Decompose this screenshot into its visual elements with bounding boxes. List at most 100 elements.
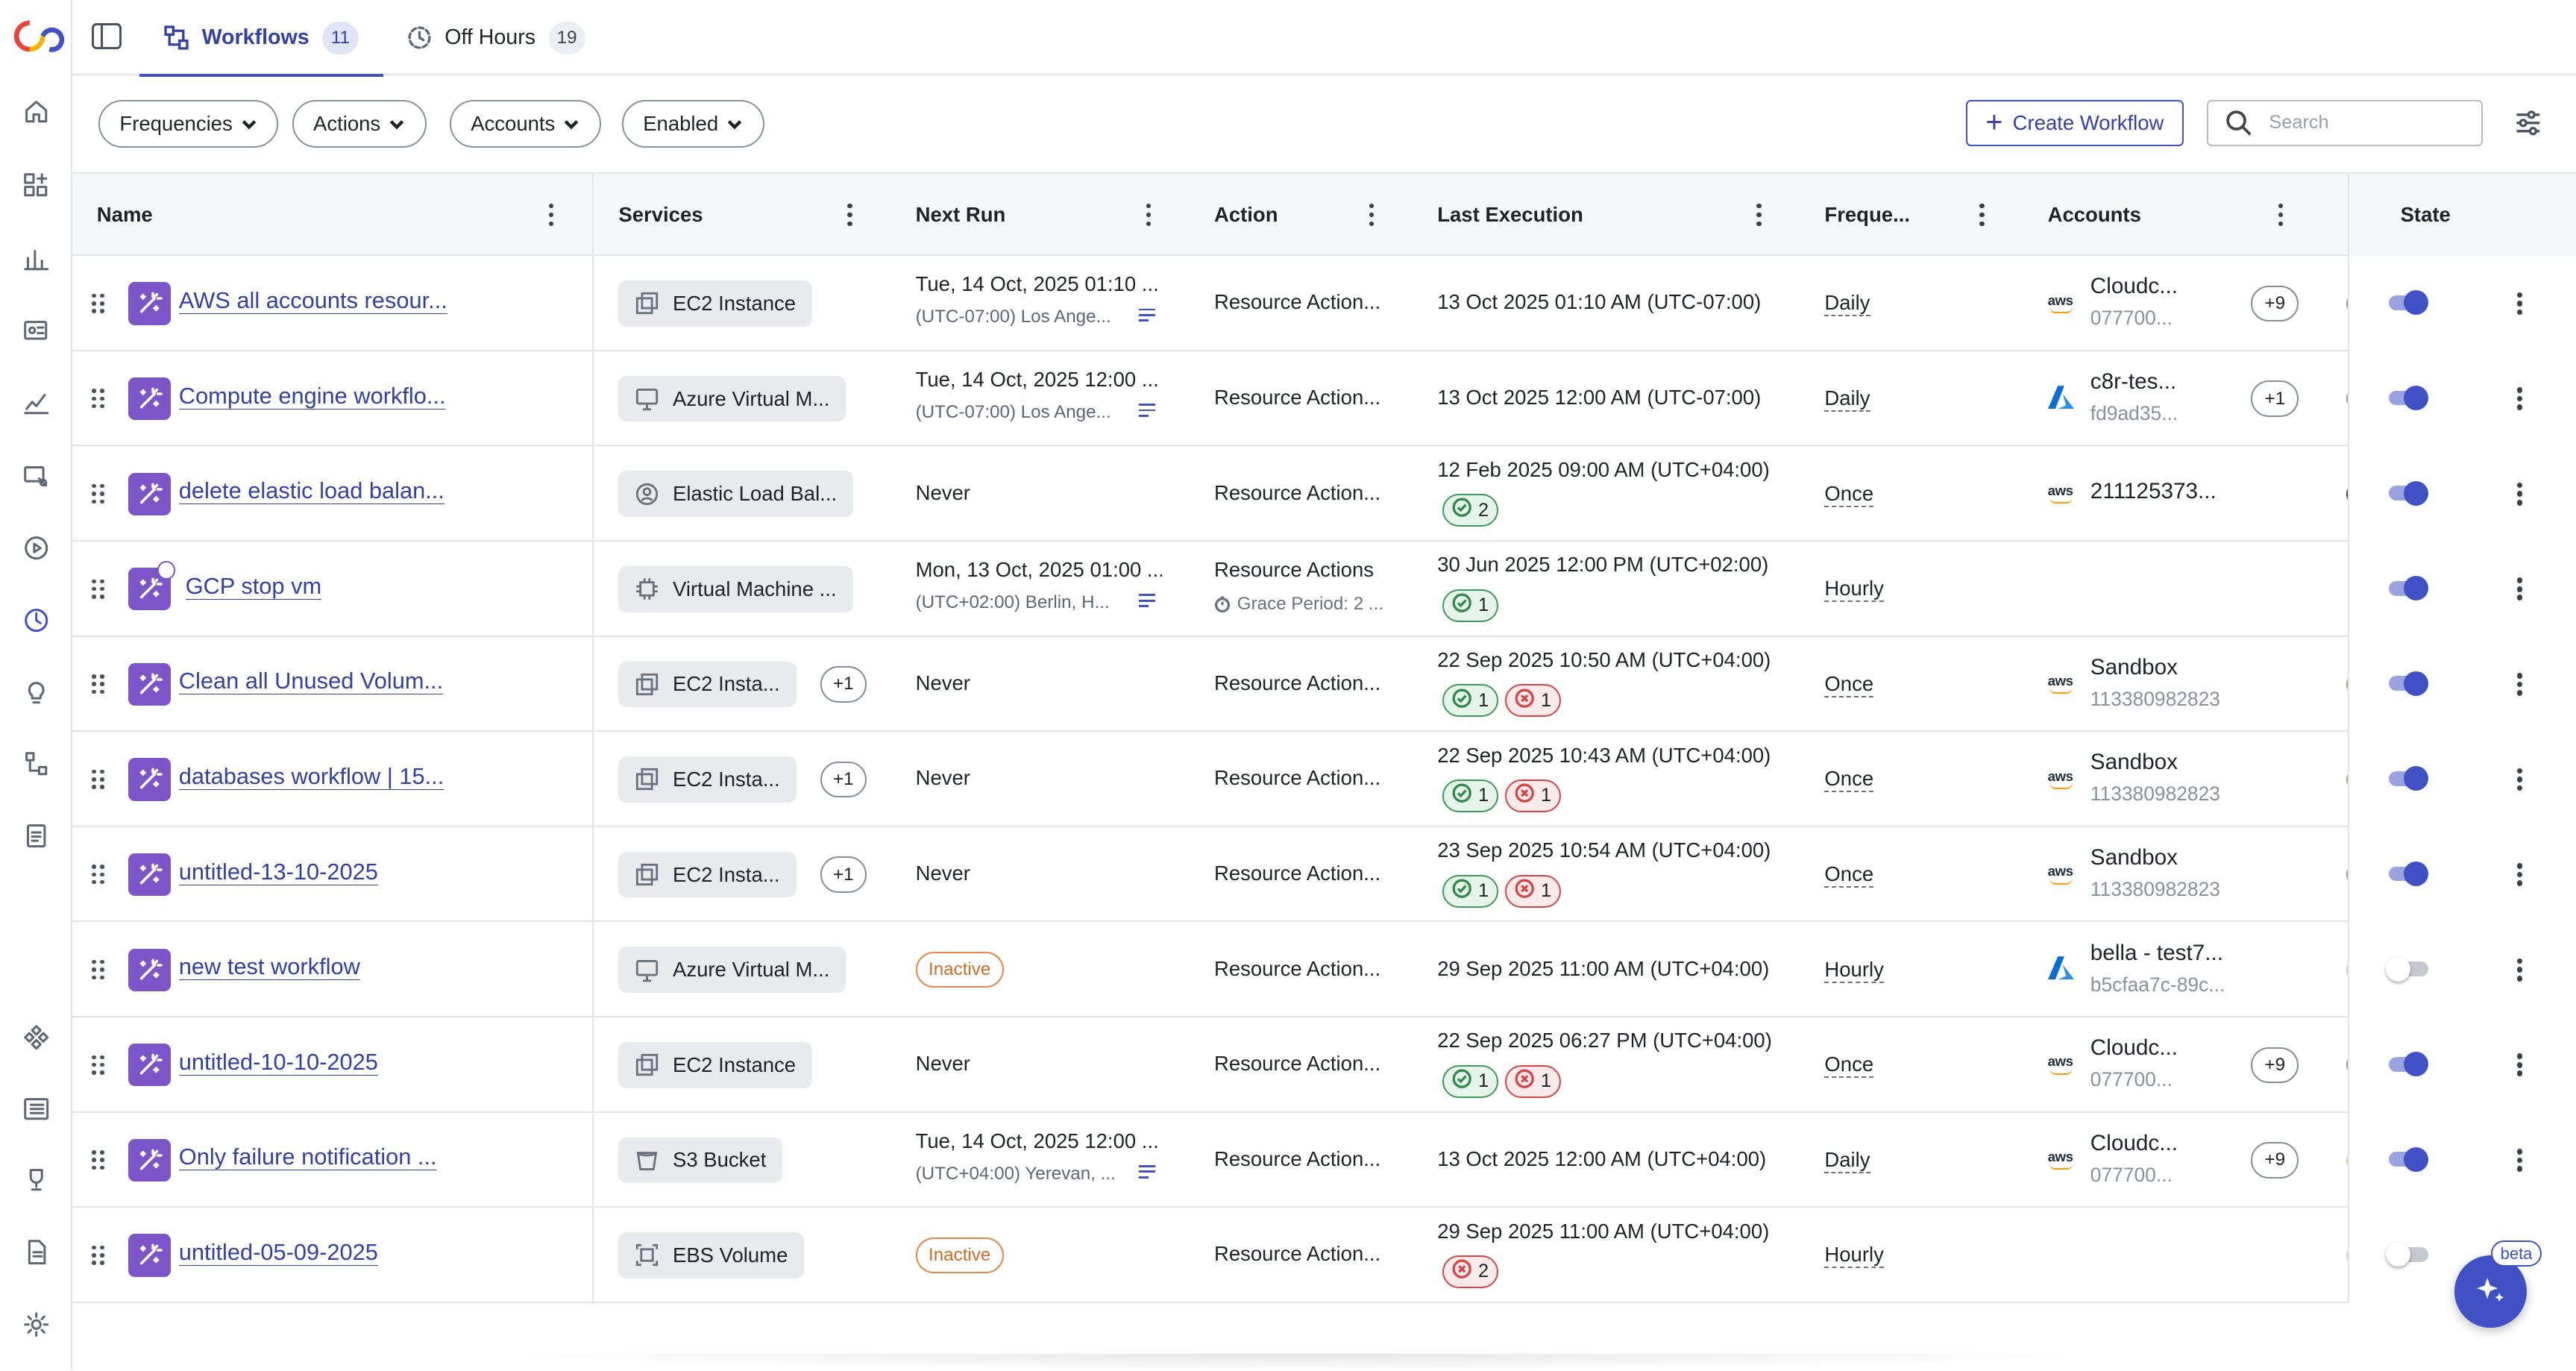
column-header-name[interactable]: Name: [96, 203, 153, 226]
more-accounts-chip[interactable]: +9: [2251, 1142, 2299, 1179]
more-services-chip[interactable]: +1: [820, 761, 867, 798]
search-input[interactable]: [2269, 112, 2450, 134]
success-count-badge[interactable]: 1: [1442, 779, 1499, 812]
workflow-name-link[interactable]: untitled-10-10-2025: [178, 1048, 378, 1075]
table-row[interactable]: Clean all Unused Volum... EC2 Insta... +1 N…: [72, 636, 2576, 732]
column-menu-icon[interactable]: [846, 203, 853, 227]
clipboard-icon[interactable]: [19, 819, 52, 852]
column-menu-icon[interactable]: [1979, 203, 1985, 227]
workflow-icon[interactable]: [19, 748, 52, 781]
schedule-details-icon[interactable]: [1138, 1164, 1155, 1179]
column-header-action[interactable]: Action: [1213, 203, 1278, 226]
drag-handle-icon[interactable]: [92, 1245, 105, 1265]
workflow-name-link[interactable]: databases workflow | 15...: [178, 762, 444, 789]
drag-handle-icon[interactable]: [92, 293, 105, 313]
budget-alert-icon[interactable]: [19, 459, 52, 492]
table-row[interactable]: databases workflow | 15... EC2 Insta... +1…: [72, 732, 2576, 827]
home-icon[interactable]: [19, 95, 52, 128]
filter-frequencies[interactable]: Frequencies: [98, 100, 279, 148]
more-accounts-chip[interactable]: +9: [2251, 1047, 2299, 1083]
row-actions-menu-icon[interactable]: [2516, 672, 2524, 696]
enabled-toggle[interactable]: [2386, 1146, 2428, 1172]
row-actions-menu-icon[interactable]: [2516, 958, 2524, 982]
table-row[interactable]: untitled-10-10-2025 EC2 Instance Never Reso…: [72, 1017, 2576, 1113]
enabled-toggle[interactable]: [2386, 576, 2428, 601]
more-accounts-chip[interactable]: +1: [2251, 380, 2299, 417]
table-row[interactable]: delete elastic load balan... Elastic Load…: [72, 446, 2576, 542]
column-menu-icon[interactable]: [548, 203, 555, 227]
filter-enabled[interactable]: Enabled: [621, 100, 764, 148]
enabled-toggle[interactable]: [2386, 1052, 2428, 1077]
row-actions-menu-icon[interactable]: [2516, 1148, 2524, 1172]
schedule-details-icon[interactable]: [1138, 404, 1155, 417]
success-count-badge[interactable]: 1: [1442, 1064, 1499, 1098]
row-actions-menu-icon[interactable]: [2516, 768, 2524, 791]
workflow-name-link[interactable]: Only failure notification ...: [178, 1143, 437, 1170]
column-header-services[interactable]: Services: [618, 203, 703, 226]
workflow-name-link[interactable]: new test workflow: [178, 953, 360, 980]
drag-handle-icon[interactable]: [92, 769, 105, 789]
schedule-details-icon[interactable]: [1138, 308, 1155, 322]
table-row[interactable]: untitled-05-09-2025 EBS Volume Inactive Res…: [72, 1208, 2576, 1303]
workflow-name-link[interactable]: GCP stop vm: [185, 572, 322, 599]
trophy-icon[interactable]: [19, 1164, 52, 1196]
dashboard-add-icon[interactable]: [19, 169, 52, 202]
table-row[interactable]: AWS all accounts resour... EC2 Instance Tu…: [72, 256, 2576, 351]
failure-count-badge[interactable]: 1: [1504, 684, 1562, 718]
tab-workflows[interactable]: Workflows 11: [139, 0, 384, 78]
workflow-name-link[interactable]: Compute engine workflo...: [178, 382, 446, 409]
tab-off-hours[interactable]: Off Hours 19: [407, 0, 585, 75]
settings-gear-icon[interactable]: [19, 1308, 52, 1340]
list-icon[interactable]: [19, 1093, 52, 1126]
workflow-name-link[interactable]: AWS all accounts resour...: [178, 286, 447, 313]
enabled-toggle[interactable]: [2385, 956, 2428, 982]
drag-handle-icon[interactable]: [92, 1055, 105, 1075]
drag-handle-icon[interactable]: [92, 959, 105, 979]
column-header-last-execution[interactable]: Last Execution: [1437, 203, 1583, 226]
enabled-toggle[interactable]: [2386, 290, 2428, 316]
enabled-toggle[interactable]: [2386, 861, 2428, 886]
column-header-accounts[interactable]: Accounts: [2047, 203, 2141, 226]
column-menu-icon[interactable]: [1756, 203, 1762, 227]
table-row[interactable]: Compute engine workflo... Azure Virtual M…: [72, 351, 2576, 447]
success-count-badge[interactable]: 1: [1442, 684, 1499, 718]
column-menu-icon[interactable]: [2278, 203, 2284, 227]
table-row[interactable]: Only failure notification ... S3 Bucket Tu…: [72, 1112, 2576, 1208]
drag-handle-icon[interactable]: [92, 1150, 105, 1170]
table-row[interactable]: GCP stop vm Virtual Machine ... Mon, 13 Oc…: [72, 542, 2576, 637]
create-workflow-button[interactable]: + Create Workflow: [1965, 100, 2184, 146]
workflow-name-link[interactable]: delete elastic load balan...: [178, 477, 444, 504]
failure-count-badge[interactable]: 1: [1504, 874, 1562, 908]
drag-handle-icon[interactable]: [92, 579, 105, 599]
workflow-name-link[interactable]: Clean all Unused Volum...: [178, 668, 444, 694]
schedule-details-icon[interactable]: [1138, 594, 1155, 607]
success-count-badge[interactable]: 1: [1442, 589, 1499, 622]
bar-chart-icon[interactable]: [19, 243, 52, 276]
failure-count-badge[interactable]: 1: [1504, 779, 1562, 812]
enabled-toggle[interactable]: [2386, 766, 2428, 791]
enabled-toggle[interactable]: [2386, 671, 2428, 696]
column-header-state[interactable]: State: [2349, 174, 2576, 256]
failure-count-badge[interactable]: 1: [1504, 1064, 1562, 1098]
document-icon[interactable]: [19, 1236, 52, 1269]
column-settings-icon[interactable]: [2513, 108, 2543, 138]
workflow-name-link[interactable]: untitled-13-10-2025: [178, 858, 378, 885]
column-header-next-run[interactable]: Next Run: [915, 203, 1006, 226]
cost-report-icon[interactable]: [19, 315, 52, 348]
table-row[interactable]: untitled-13-10-2025 EC2 Insta... +1 Never Re…: [72, 826, 2576, 923]
ai-assistant-button[interactable]: [2454, 1255, 2527, 1328]
drag-handle-icon[interactable]: [92, 674, 105, 694]
row-actions-menu-icon[interactable]: [2516, 1053, 2524, 1077]
row-actions-menu-icon[interactable]: [2516, 863, 2524, 886]
sidebar-toggle-icon[interactable]: [92, 22, 122, 49]
failure-count-badge[interactable]: 2: [1442, 1255, 1499, 1288]
filter-actions[interactable]: Actions: [292, 100, 427, 148]
more-accounts-chip[interactable]: +9: [2251, 285, 2299, 322]
row-actions-menu-icon[interactable]: [2516, 577, 2524, 601]
enabled-toggle[interactable]: [2386, 385, 2428, 410]
drag-handle-icon[interactable]: [92, 865, 105, 885]
integrations-icon[interactable]: [19, 1020, 52, 1053]
enabled-toggle[interactable]: [2386, 480, 2428, 506]
more-services-chip[interactable]: +1: [820, 856, 867, 893]
trend-chart-icon[interactable]: [19, 387, 52, 420]
